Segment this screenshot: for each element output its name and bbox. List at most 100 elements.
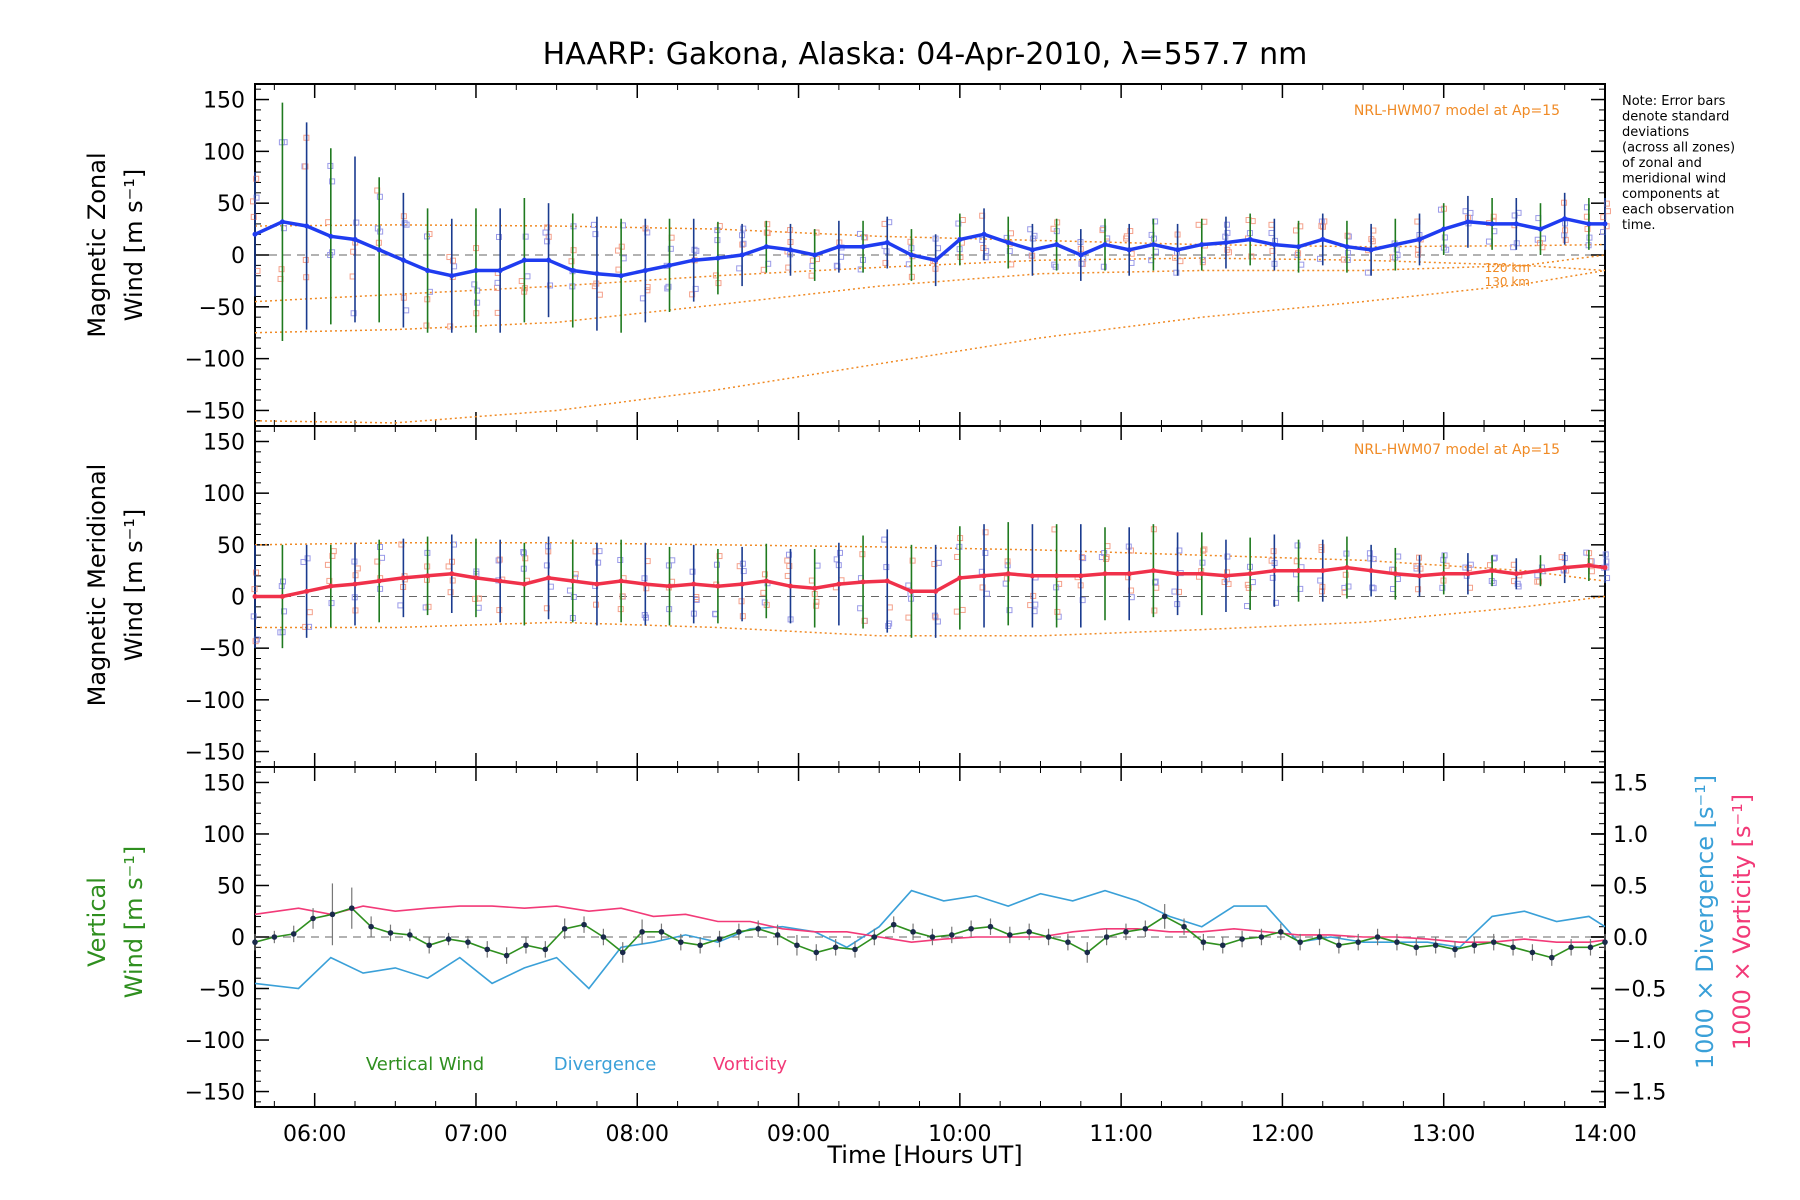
scatter-point (1490, 579, 1497, 586)
vertical-wind-point (1065, 939, 1071, 945)
data-point (667, 583, 673, 589)
data-point (739, 581, 745, 587)
vertical-wind-point (445, 936, 452, 942)
scatter-point (1268, 221, 1275, 228)
data-point (546, 575, 552, 581)
scatter-point (595, 559, 602, 566)
y-tick-label: 150 (203, 771, 245, 796)
note-line: time. (1622, 218, 1656, 233)
vertical-wind-panel: 150 100 50 0 −50 −100 −150 1.5 1.0 0.5 0.0 −0.5 −1.0… (185, 766, 1666, 1147)
y-tick-label: 50 (217, 874, 245, 899)
vertical-wind-point (1142, 925, 1149, 932)
data-point (1150, 242, 1156, 248)
data-point (1223, 240, 1229, 246)
data-point (1489, 568, 1495, 574)
data-point (763, 578, 769, 584)
y2-tick-label: −0.5 (1613, 978, 1666, 1003)
vertical-wind-point (1219, 942, 1226, 949)
data-point (715, 583, 721, 589)
scatter-point (1224, 553, 1231, 560)
data-point (884, 240, 890, 246)
scatter-point (1245, 584, 1252, 591)
vertical-wind-point (658, 929, 665, 935)
data-point (1296, 244, 1302, 250)
note-line: (across all zones) (1622, 141, 1735, 156)
vertical-wind-point (678, 939, 684, 945)
vertical-wind-point (968, 925, 974, 932)
data-point (715, 255, 721, 261)
y2-tick-label: 0.0 (1613, 926, 1648, 951)
scatter-point (1100, 263, 1107, 270)
scatter-point (881, 536, 888, 543)
vertical-wind-point (1413, 944, 1420, 951)
scatter-point (1584, 225, 1591, 232)
data-point (1562, 565, 1568, 571)
vertical-wind-point (1394, 939, 1400, 945)
data-point (1417, 236, 1423, 242)
scatter-point (982, 549, 989, 556)
data-point (1175, 247, 1181, 253)
scatter-point (1318, 222, 1325, 229)
scatter-point (1562, 236, 1569, 243)
scatter-point (1294, 542, 1301, 549)
meridional-model-label: NRL-HWM07 model at Ap=15 (1354, 442, 1560, 458)
vertical-wind-point (1602, 939, 1608, 945)
data-point (1441, 226, 1447, 232)
scatter-point (1032, 601, 1039, 608)
scatter-point (716, 553, 723, 560)
data-point (667, 262, 673, 268)
model-curve (254, 269, 1606, 424)
zonal-wind-panel: 150 100 50 0 −50 −100 −150 (185, 83, 1611, 427)
scatter-point (764, 221, 771, 228)
scatter-point (1152, 579, 1159, 586)
scatter-point (1173, 269, 1180, 276)
data-point (1126, 247, 1132, 253)
scatter-point (496, 607, 503, 614)
scatter-point (1078, 554, 1085, 561)
y2-tick-label: 1.5 (1613, 771, 1648, 796)
data-point (304, 588, 310, 594)
scatter-point (306, 609, 313, 616)
scatter-point (983, 590, 990, 597)
scatter-point (1195, 221, 1202, 228)
data-point (570, 578, 576, 584)
data-point (279, 594, 285, 599)
note-line: of zonal and (1622, 156, 1702, 171)
scatter-point (1273, 599, 1280, 606)
scatter-point (1534, 578, 1541, 585)
model-curve (254, 254, 1606, 334)
scatter-point (760, 589, 767, 596)
data-point (497, 578, 503, 584)
data-point (1029, 573, 1035, 579)
vertical-wind-point (1432, 942, 1439, 949)
scatter-point (689, 568, 696, 575)
data-point (449, 273, 455, 279)
scatter-point (1344, 249, 1351, 256)
vertical-wind-point (1103, 934, 1110, 940)
y-tick-label: −150 (185, 1081, 245, 1106)
vertical-wind-point (310, 915, 316, 922)
vertical-wind-point (619, 949, 626, 956)
scatter-point (547, 282, 554, 289)
scatter-point (784, 572, 791, 579)
y-tick-label: 50 (217, 534, 245, 559)
data-point (1513, 571, 1519, 577)
scatter-point (1199, 259, 1206, 266)
scatter-point (1244, 603, 1251, 610)
vertical-wind-point (484, 946, 491, 953)
scatter-point (324, 561, 331, 568)
note-line: components at (1622, 187, 1720, 202)
x-tick-label: 10:00 (928, 1122, 991, 1147)
scatter-point (615, 266, 622, 273)
scatter-point (253, 175, 260, 182)
scatter-point (543, 562, 550, 569)
y2-tick-label: 0.5 (1613, 874, 1648, 899)
scatter-point (814, 562, 821, 569)
scatter-point (907, 238, 914, 245)
data-point (352, 581, 358, 587)
data-point (812, 252, 818, 258)
data-point (1247, 236, 1253, 242)
data-point (1562, 216, 1568, 222)
scatter-point (1006, 607, 1013, 614)
vertical-wind-point (1510, 944, 1516, 951)
